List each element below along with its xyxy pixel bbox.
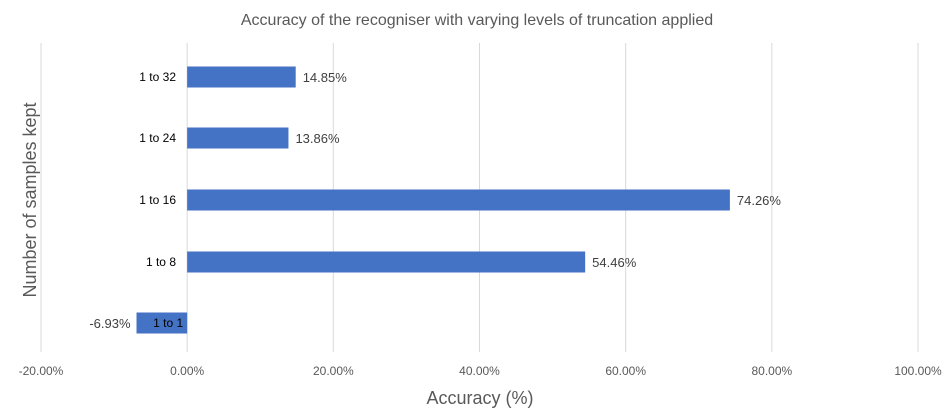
category-label: 1 to 24 xyxy=(139,131,176,145)
category-label: 1 to 16 xyxy=(139,193,176,207)
chart-title: Accuracy of the recogniser with varying … xyxy=(241,12,713,29)
labels: -20.00% 0.00% 20.00% 40.00% 60.00% 80.00% 100.… xyxy=(19,70,942,378)
data-label: 14.85% xyxy=(303,70,348,85)
x-tick-label: 80.00% xyxy=(751,364,792,378)
bar xyxy=(187,251,586,273)
category-label: 1 to 1 xyxy=(153,316,183,330)
x-tick-label: -20.00% xyxy=(19,364,64,378)
x-tick-label: 0.00% xyxy=(170,364,204,378)
bar xyxy=(136,312,188,334)
x-tick-label: 40.00% xyxy=(459,364,500,378)
data-label: 74.26% xyxy=(737,193,782,208)
data-label: -6.93% xyxy=(89,316,131,331)
bar xyxy=(187,66,296,88)
bars xyxy=(136,66,730,334)
x-tick-label: 60.00% xyxy=(605,364,646,378)
x-tick-label: 100.00% xyxy=(894,364,942,378)
bar xyxy=(187,189,730,211)
category-label: 1 to 32 xyxy=(139,70,176,84)
bar xyxy=(187,127,289,149)
category-label: 1 to 8 xyxy=(146,255,176,269)
data-label: 54.46% xyxy=(592,255,637,270)
x-axis-title: Accuracy (%) xyxy=(426,388,533,408)
data-label: 13.86% xyxy=(295,131,340,146)
y-axis-title: Number of samples kept xyxy=(20,102,40,297)
x-tick-label: 20.00% xyxy=(313,364,354,378)
